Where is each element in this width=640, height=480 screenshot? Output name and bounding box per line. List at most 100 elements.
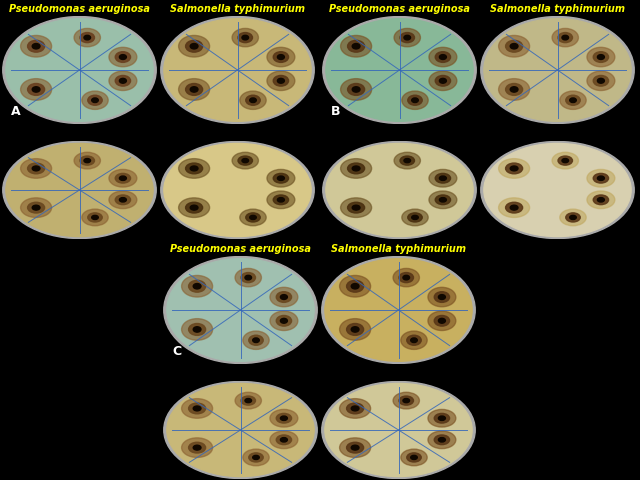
Circle shape [340,319,371,340]
Circle shape [593,195,609,204]
Circle shape [411,338,417,343]
Circle shape [179,198,210,217]
Circle shape [348,202,365,213]
Circle shape [277,176,284,180]
Circle shape [84,158,90,163]
Circle shape [242,36,248,40]
Circle shape [115,195,131,204]
Circle shape [189,442,205,453]
Circle shape [323,142,476,239]
Circle shape [92,98,99,103]
Circle shape [499,158,530,178]
Circle shape [115,52,131,62]
Circle shape [28,202,45,213]
Circle shape [246,213,260,222]
Circle shape [438,416,445,420]
Circle shape [440,55,446,60]
Text: Micrococcus luteus: Micrococcus luteus [505,129,610,139]
Circle shape [401,331,427,349]
Circle shape [267,48,295,67]
Circle shape [74,28,100,47]
Circle shape [28,163,45,174]
Circle shape [510,205,518,210]
Circle shape [587,71,615,91]
Circle shape [593,173,609,183]
Circle shape [241,273,255,283]
Circle shape [562,36,568,40]
Circle shape [88,213,102,222]
Circle shape [32,87,40,92]
Circle shape [182,276,212,297]
Text: Serratia marcescens: Serratia marcescens [343,129,456,139]
Text: Serratia marcescens: Serratia marcescens [184,369,297,379]
Circle shape [325,384,472,477]
Circle shape [347,442,364,453]
Circle shape [597,198,604,202]
Circle shape [273,173,289,183]
Circle shape [238,33,253,43]
Circle shape [402,209,428,226]
Circle shape [597,176,604,180]
Circle shape [434,315,449,326]
Circle shape [280,438,287,442]
Circle shape [597,78,604,83]
Circle shape [270,409,298,427]
Circle shape [186,202,203,213]
Circle shape [560,91,586,109]
Circle shape [506,163,523,174]
Circle shape [235,268,261,287]
Circle shape [28,84,45,96]
Circle shape [182,319,212,340]
Circle shape [193,445,201,450]
Circle shape [186,163,203,174]
Circle shape [348,163,365,174]
Circle shape [6,19,153,121]
Circle shape [280,416,287,420]
Text: Pseudomonas aeruginosa: Pseudomonas aeruginosa [9,4,150,14]
Circle shape [404,158,410,163]
Circle shape [352,166,360,171]
Circle shape [340,438,371,457]
Circle shape [394,28,420,47]
Circle shape [558,156,573,165]
Circle shape [109,169,137,187]
Circle shape [276,413,292,423]
Circle shape [566,213,580,222]
Circle shape [587,169,615,187]
Circle shape [429,48,457,67]
Circle shape [348,40,365,52]
Circle shape [348,84,365,96]
Circle shape [250,216,256,219]
Circle shape [429,71,457,91]
Circle shape [435,75,451,86]
Circle shape [245,276,252,280]
Circle shape [597,55,604,60]
Circle shape [161,142,314,239]
Circle shape [429,191,457,209]
Circle shape [325,259,472,361]
Circle shape [182,438,212,457]
Circle shape [92,216,99,219]
Circle shape [189,403,205,414]
Text: Micrococcus luteus: Micrococcus luteus [185,129,290,139]
Circle shape [241,396,255,405]
Circle shape [235,392,261,409]
Circle shape [3,142,156,239]
Circle shape [394,152,420,169]
Circle shape [120,78,126,83]
Circle shape [120,176,126,180]
Text: Salmonella typhimurium: Salmonella typhimurium [331,244,466,254]
Circle shape [499,198,530,217]
Circle shape [109,71,137,91]
Circle shape [340,398,371,418]
Circle shape [399,273,413,283]
Circle shape [323,16,476,123]
Circle shape [186,84,203,96]
Circle shape [438,318,445,323]
Text: Serratia marcescens: Serratia marcescens [23,129,136,139]
Circle shape [190,44,198,49]
Circle shape [273,75,289,86]
Circle shape [242,158,248,163]
Circle shape [407,453,421,462]
Circle shape [232,28,259,47]
